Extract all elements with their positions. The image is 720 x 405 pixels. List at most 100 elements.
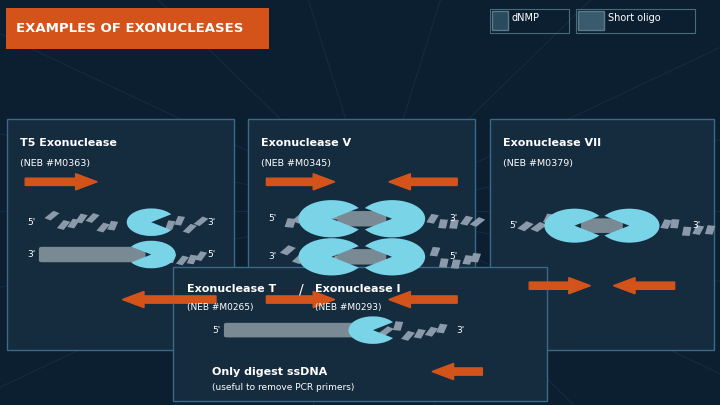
Bar: [329, 255, 343, 265]
FancyArrow shape: [389, 174, 457, 190]
FancyArrow shape: [529, 277, 590, 294]
Bar: [378, 326, 394, 336]
FancyBboxPatch shape: [581, 218, 623, 233]
FancyBboxPatch shape: [6, 8, 269, 49]
Text: (NEB #M0379): (NEB #M0379): [503, 159, 572, 168]
Bar: [194, 251, 207, 261]
Text: 3': 3': [449, 214, 458, 223]
Bar: [430, 247, 441, 256]
Text: Exonuclease I: Exonuclease I: [315, 284, 401, 294]
Bar: [531, 222, 547, 232]
Bar: [280, 245, 296, 256]
Text: (NEB #M0265): (NEB #M0265): [187, 303, 253, 312]
Wedge shape: [365, 200, 425, 237]
Bar: [393, 321, 403, 331]
Bar: [166, 254, 176, 263]
Bar: [451, 259, 461, 269]
Text: dNMP: dNMP: [511, 13, 539, 23]
Text: 5': 5': [449, 252, 458, 261]
FancyBboxPatch shape: [337, 211, 386, 226]
FancyBboxPatch shape: [578, 11, 604, 30]
FancyBboxPatch shape: [492, 11, 508, 30]
Bar: [462, 255, 473, 265]
Text: Exonuclease VII: Exonuclease VII: [503, 138, 600, 148]
Text: 3': 3': [207, 218, 216, 227]
Bar: [670, 219, 680, 228]
Text: (NEB #M0363): (NEB #M0363): [20, 159, 90, 168]
Bar: [705, 225, 715, 234]
Bar: [660, 219, 672, 229]
Bar: [425, 327, 438, 337]
Bar: [469, 217, 485, 227]
FancyBboxPatch shape: [490, 119, 714, 350]
Text: 5': 5': [207, 250, 216, 259]
Text: (useful to remove PCR primers): (useful to remove PCR primers): [212, 383, 355, 392]
Bar: [439, 258, 449, 268]
Bar: [96, 223, 110, 232]
Bar: [57, 220, 71, 230]
Text: Exonuclease V: Exonuclease V: [261, 138, 351, 148]
Wedge shape: [131, 241, 176, 268]
Bar: [555, 219, 571, 229]
Bar: [413, 329, 426, 339]
Text: (NEB #M0345): (NEB #M0345): [261, 159, 331, 168]
FancyArrow shape: [122, 292, 216, 308]
Text: 3': 3': [268, 252, 276, 261]
Wedge shape: [299, 238, 359, 275]
Bar: [566, 227, 583, 237]
FancyArrow shape: [432, 363, 482, 379]
Bar: [438, 219, 448, 228]
FancyBboxPatch shape: [337, 249, 386, 264]
Bar: [67, 219, 80, 228]
Text: 5': 5': [212, 326, 220, 335]
Bar: [292, 213, 308, 224]
Bar: [107, 221, 118, 230]
Bar: [194, 217, 209, 226]
Text: /: /: [299, 283, 303, 296]
Text: 3': 3': [27, 250, 35, 259]
Bar: [176, 256, 189, 265]
Wedge shape: [544, 209, 599, 243]
FancyArrow shape: [389, 292, 457, 308]
Wedge shape: [127, 209, 171, 236]
FancyBboxPatch shape: [248, 119, 475, 350]
FancyArrow shape: [613, 277, 675, 294]
FancyBboxPatch shape: [39, 247, 145, 262]
FancyBboxPatch shape: [224, 323, 370, 337]
Text: Short oligo: Short oligo: [608, 13, 661, 23]
Bar: [436, 324, 448, 333]
FancyArrow shape: [266, 174, 335, 190]
Bar: [517, 221, 534, 231]
Bar: [183, 224, 197, 234]
Bar: [174, 216, 185, 226]
Text: EXAMPLES OF EXONUCLEASES: EXAMPLES OF EXONUCLEASES: [16, 22, 243, 35]
Bar: [86, 213, 99, 223]
Text: (NEB #M0293): (NEB #M0293): [315, 303, 382, 312]
Bar: [45, 211, 60, 220]
Bar: [460, 216, 473, 226]
Wedge shape: [365, 238, 425, 275]
Bar: [401, 331, 415, 341]
Bar: [75, 213, 88, 224]
Bar: [470, 253, 481, 262]
Bar: [426, 214, 439, 224]
Bar: [292, 254, 307, 264]
Wedge shape: [605, 209, 660, 243]
Text: Exonuclease T: Exonuclease T: [187, 284, 276, 294]
FancyBboxPatch shape: [173, 267, 547, 401]
FancyArrow shape: [25, 174, 97, 190]
Text: 3': 3': [456, 326, 465, 335]
Bar: [320, 209, 335, 219]
Wedge shape: [348, 316, 393, 344]
Bar: [332, 210, 344, 220]
Bar: [186, 255, 197, 264]
Text: 5': 5': [509, 221, 518, 230]
Bar: [682, 227, 691, 236]
FancyBboxPatch shape: [7, 119, 234, 350]
Bar: [692, 225, 704, 235]
Text: T5 Exonuclease: T5 Exonuclease: [20, 138, 117, 148]
Text: 5': 5': [27, 218, 35, 227]
Bar: [543, 213, 556, 224]
Bar: [284, 218, 296, 228]
Text: 3': 3': [692, 221, 701, 230]
